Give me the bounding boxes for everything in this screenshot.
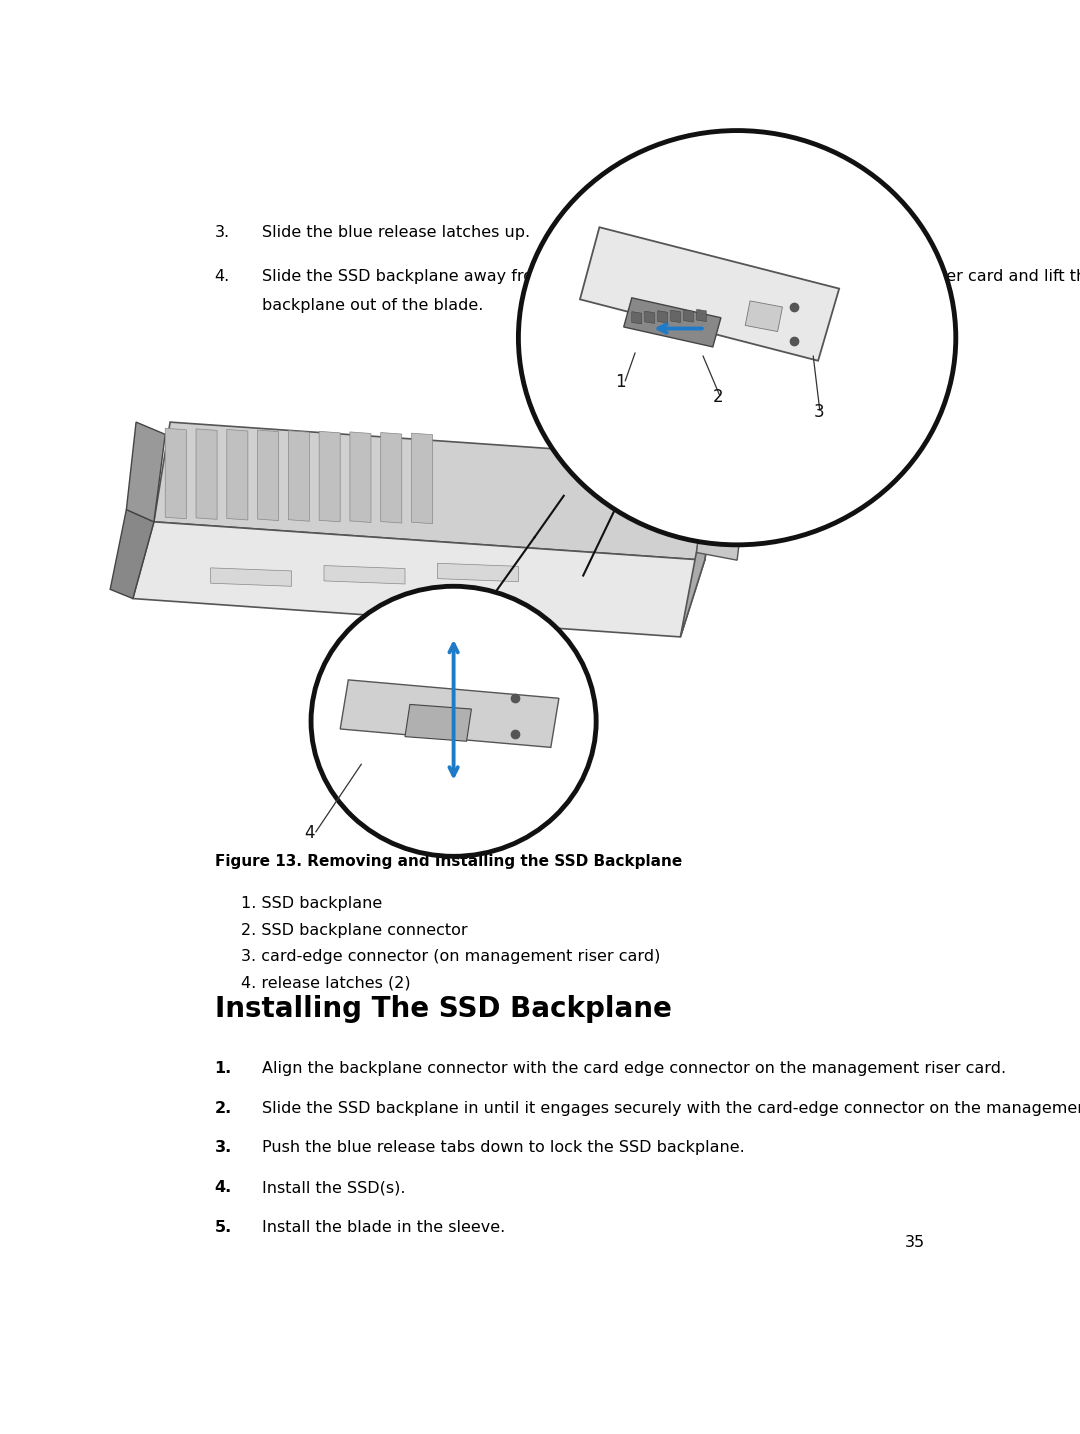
Polygon shape [320, 432, 340, 522]
Polygon shape [703, 485, 734, 500]
Text: 3.: 3. [215, 1140, 232, 1156]
Polygon shape [288, 430, 310, 521]
Polygon shape [745, 301, 782, 331]
Text: Install the SSD(s).: Install the SSD(s). [262, 1180, 406, 1195]
Polygon shape [257, 430, 279, 521]
Polygon shape [580, 227, 839, 361]
Polygon shape [126, 422, 165, 522]
Polygon shape [697, 310, 706, 321]
Circle shape [311, 587, 596, 856]
Text: Installing The SSD Backplane: Installing The SSD Backplane [215, 995, 672, 1022]
Polygon shape [658, 311, 667, 323]
Polygon shape [624, 298, 721, 347]
Text: 4.: 4. [215, 270, 230, 284]
Text: 3. card-edge connector (on management riser card): 3. card-edge connector (on management ri… [241, 949, 661, 965]
Text: Install the blade in the sleeve.: Install the blade in the sleeve. [262, 1220, 505, 1235]
Polygon shape [405, 704, 472, 741]
Polygon shape [381, 433, 402, 523]
Text: 2.: 2. [215, 1101, 232, 1116]
Polygon shape [437, 564, 518, 582]
Text: 1.: 1. [215, 1061, 232, 1076]
Text: Figure 13. Removing and Installing the SSD Backplane: Figure 13. Removing and Installing the S… [215, 855, 681, 869]
Polygon shape [703, 500, 734, 516]
Polygon shape [645, 311, 654, 324]
Text: 2. SSD backplane connector: 2. SSD backplane connector [241, 923, 468, 938]
Text: 3: 3 [813, 403, 824, 422]
Text: 1: 1 [616, 373, 626, 391]
Text: 1. SSD backplane: 1. SSD backplane [241, 896, 382, 912]
Polygon shape [632, 311, 642, 324]
Polygon shape [197, 429, 217, 519]
Circle shape [518, 130, 956, 545]
Text: Slide the SSD backplane in until it engages securely with the card-edge connecto: Slide the SSD backplane in until it enga… [262, 1101, 1080, 1116]
Polygon shape [703, 516, 734, 531]
Polygon shape [684, 310, 693, 323]
Polygon shape [680, 460, 721, 637]
Text: Slide the blue release latches up.: Slide the blue release latches up. [262, 225, 530, 239]
Polygon shape [697, 457, 748, 561]
Polygon shape [340, 680, 559, 747]
Text: 3.: 3. [215, 225, 230, 239]
Text: backplane out of the blade.: backplane out of the blade. [262, 298, 484, 313]
Text: 4.: 4. [215, 1180, 232, 1195]
Polygon shape [211, 568, 292, 587]
Text: 35: 35 [905, 1235, 926, 1250]
Text: Slide the SSD backplane away from the card-edge connector on the management rise: Slide the SSD backplane away from the ca… [262, 270, 1080, 284]
Text: 2: 2 [713, 389, 724, 406]
Polygon shape [411, 433, 432, 523]
Polygon shape [703, 470, 734, 485]
Text: 4: 4 [305, 825, 315, 842]
Polygon shape [703, 531, 734, 546]
Polygon shape [671, 310, 680, 323]
Polygon shape [110, 509, 154, 598]
Text: Push the blue release tabs down to lock the SSD backplane.: Push the blue release tabs down to lock … [262, 1140, 745, 1156]
Polygon shape [133, 522, 705, 637]
Polygon shape [165, 429, 187, 519]
Polygon shape [350, 432, 372, 522]
Polygon shape [227, 429, 248, 521]
Text: 4. release latches (2): 4. release latches (2) [241, 977, 410, 991]
Polygon shape [154, 422, 721, 561]
Text: Align the backplane connector with the card edge connector on the management ris: Align the backplane connector with the c… [262, 1061, 1007, 1076]
Text: 5.: 5. [215, 1220, 232, 1235]
Polygon shape [324, 565, 405, 584]
